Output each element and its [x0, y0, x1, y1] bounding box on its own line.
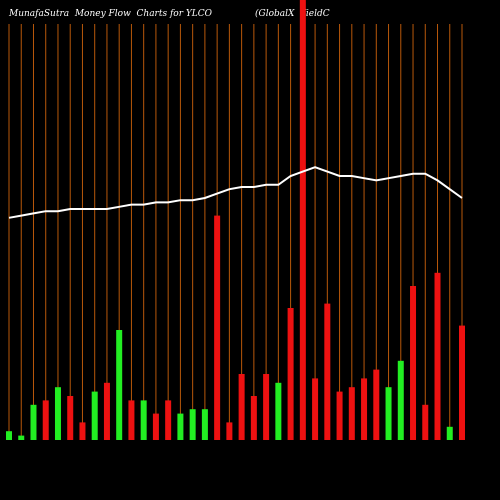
money-flow-bar: [459, 325, 465, 440]
money-flow-bar: [250, 396, 257, 440]
money-flow-bar: [30, 404, 37, 440]
money-flow-bar: [226, 422, 233, 440]
money-flow-bar: [6, 431, 12, 440]
money-flow-bar: [18, 435, 25, 440]
money-flow-bar: [79, 422, 86, 440]
money-flow-bar: [373, 369, 380, 440]
money-flow-bar: [361, 378, 368, 440]
money-flow-bar: [201, 409, 208, 440]
money-flow-bar: [103, 382, 110, 440]
line-layer: [8, 166, 463, 219]
bar-layer: [6, 0, 465, 440]
money-flow-bar: [214, 215, 221, 440]
money-flow-bar: [165, 400, 172, 440]
money-flow-bar: [434, 272, 441, 440]
money-flow-bar: [385, 387, 392, 440]
money-flow-bar: [152, 413, 159, 440]
money-flow-bar: [397, 360, 404, 440]
money-flow-bar: [275, 382, 282, 440]
money-flow-bar: [336, 391, 343, 440]
money-flow-bar: [410, 286, 417, 440]
chart-subtitle: (GlobalX YieldC: [255, 9, 330, 19]
money-flow-bar: [238, 374, 245, 440]
money-flow-bar: [299, 0, 306, 440]
money-flow-bar: [287, 308, 294, 440]
grid-layer: [8, 24, 463, 440]
money-flow-bar: [324, 303, 331, 440]
money-flow-bar: [263, 374, 270, 440]
money-flow-bar: [312, 378, 319, 440]
money-flow-bar: [91, 391, 98, 440]
money-flow-bar: [177, 413, 184, 440]
money-flow-bar: [189, 409, 196, 440]
money-flow-bar: [128, 400, 135, 440]
money-flow-bar: [348, 387, 355, 440]
money-flow-bar: [42, 400, 49, 440]
money-flow-bar: [116, 330, 123, 440]
money-flow-bar: [67, 396, 74, 440]
chart-title: MunafaSutra Money Flow Charts for YLCO: [9, 9, 213, 19]
price-line: [8, 166, 463, 219]
money-flow-bar: [446, 426, 453, 440]
money-flow-bar: [422, 404, 429, 440]
money-flow-bar: [54, 387, 61, 440]
money-flow-bar: [140, 400, 147, 440]
